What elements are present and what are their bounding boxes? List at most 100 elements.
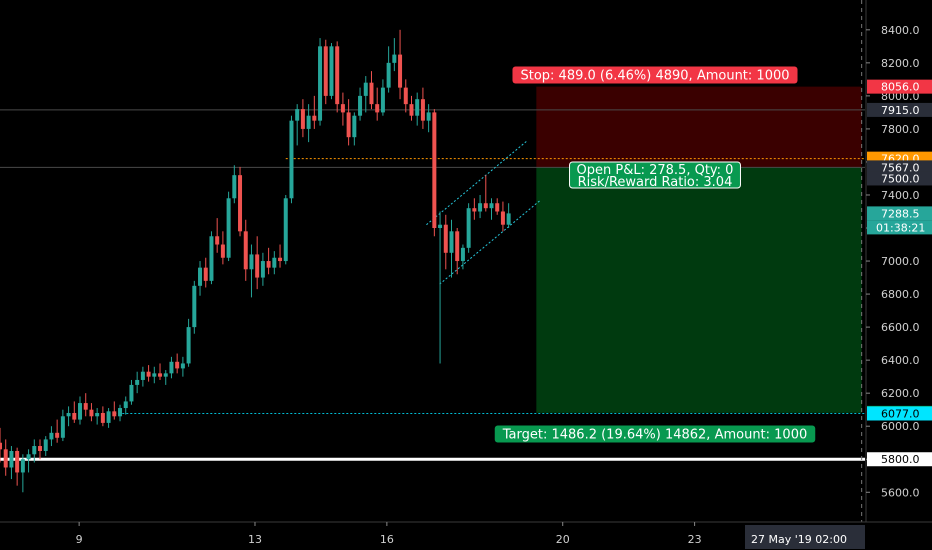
candle (295, 104, 300, 146)
candle (472, 198, 477, 220)
candle (100, 406, 105, 427)
candle (72, 401, 77, 423)
svg-text:01:38:21: 01:38:21 (876, 221, 925, 234)
candle (243, 219, 248, 281)
candle (300, 99, 305, 138)
svg-text:7915.0: 7915.0 (881, 104, 920, 117)
price-label: 7288.5 (867, 206, 932, 221)
candle (323, 39, 328, 105)
price-tick-label: 8200.0 (881, 57, 920, 70)
candle (483, 175, 488, 212)
candle (140, 366, 145, 387)
candle (443, 214, 448, 270)
candle (220, 231, 225, 265)
candles (0, 29, 511, 493)
price-label: 8056.0 (867, 79, 932, 94)
candle (123, 396, 128, 415)
price-axis[interactable]: 5600.0 5800.0 6000.0 6200.0 6400.0 6600.0 6800… (865, 0, 932, 550)
target-label-text: Target: 1486.2 (19.64%) 14862, Amount: 1… (502, 428, 808, 443)
price-label: 7500.0 (867, 171, 932, 186)
candle (478, 194, 483, 219)
candle (163, 370, 168, 385)
candle (83, 393, 88, 417)
time-tick-label: 13 (248, 533, 262, 546)
svg-text:5800.0: 5800.0 (881, 453, 920, 466)
candle (175, 353, 180, 374)
candle (283, 194, 288, 265)
channel-lines (426, 140, 542, 285)
candle (129, 379, 134, 405)
candle (289, 115, 294, 204)
time-tick-label: 23 (688, 533, 702, 546)
channel-upper-line (426, 140, 528, 226)
candle (449, 219, 454, 278)
stop-label[interactable]: Stop: 489.0 (6.46%) 4890, Amount: 1000 (512, 66, 798, 84)
target-label[interactable]: Target: 1486.2 (19.64%) 14862, Amount: 1… (494, 425, 816, 443)
candle (312, 95, 317, 129)
candle (146, 365, 151, 382)
stop-zone (536, 86, 862, 168)
candle (232, 165, 237, 204)
candle (403, 79, 408, 113)
candle (278, 244, 283, 268)
candle (380, 79, 385, 116)
time-tick-label: 20 (556, 533, 570, 546)
time-axis[interactable]: 9 13 16 20 23 27 May '19 02:00 (0, 521, 932, 550)
risk-reward-text: Risk/Reward Ratio: 3.04 (578, 175, 733, 190)
candle (186, 318, 191, 367)
candle (409, 95, 414, 121)
candle (20, 454, 25, 493)
countdown-label: 01:38:21 (867, 220, 932, 235)
candle (135, 371, 140, 394)
candle (455, 228, 460, 275)
candle (78, 396, 83, 425)
pnl-label-text: Open P&L: 278.5, Qty: 0 (577, 163, 734, 178)
crosshair-date-label: 27 May '19 02:00 (745, 525, 865, 549)
candle (329, 43, 334, 100)
candle (38, 439, 43, 460)
candle (60, 409, 65, 442)
candle (506, 203, 511, 229)
candle (255, 236, 260, 290)
candle (198, 261, 203, 296)
candle (226, 191, 231, 262)
candle (346, 99, 351, 146)
price-tick-label: 6800.0 (881, 288, 920, 301)
candle (495, 198, 500, 215)
candle (169, 356, 174, 379)
candle (152, 366, 157, 384)
candle (386, 46, 391, 93)
candle (32, 439, 37, 463)
price-label: 7915.0 (867, 102, 932, 117)
candle (375, 87, 380, 121)
candle (9, 446, 14, 480)
candle (66, 406, 71, 427)
price-tick-label: 5600.0 (881, 486, 920, 499)
price-tick-label: 7000.0 (881, 255, 920, 268)
price-tick-label: 7800.0 (881, 123, 920, 136)
position-zones (536, 86, 862, 413)
candle (466, 203, 471, 253)
candle (158, 363, 163, 380)
price-tick-label: 8400.0 (881, 24, 920, 37)
candle (112, 401, 117, 420)
candle (438, 211, 443, 364)
svg-text:6077.0: 6077.0 (881, 407, 920, 420)
pnl-label[interactable]: Open P&L: 278.5, Qty: 0 Risk/Reward Rati… (569, 161, 741, 190)
candle (209, 231, 214, 285)
price-tick-label: 7400.0 (881, 189, 920, 202)
candle (49, 426, 54, 447)
candle (415, 92, 420, 126)
candle (118, 404, 123, 422)
candle (95, 408, 100, 425)
candle (238, 166, 243, 237)
candle (249, 244, 254, 298)
candle (272, 251, 277, 275)
candle (363, 76, 368, 113)
svg-text:7288.5: 7288.5 (881, 207, 920, 220)
candle (266, 247, 271, 275)
price-label: 7567.0 (867, 160, 932, 175)
svg-text:7567.0: 7567.0 (881, 161, 920, 174)
candle (203, 257, 208, 288)
